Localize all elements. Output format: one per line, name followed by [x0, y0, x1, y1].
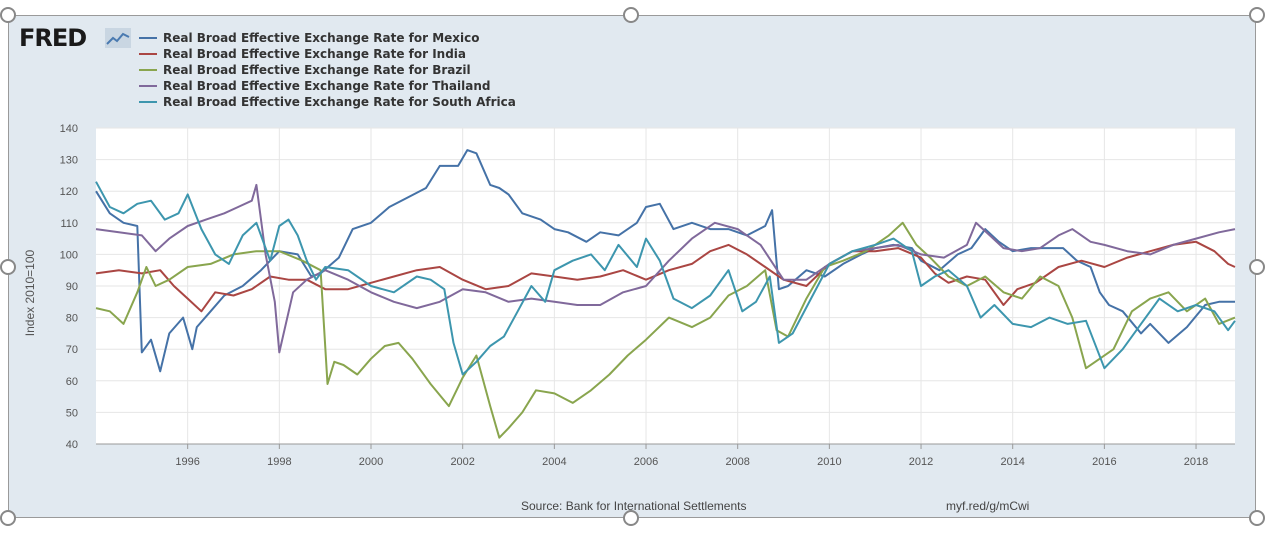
y-tick-label: 110 — [60, 218, 78, 230]
series-line-2 — [95, 221, 1236, 439]
legend-item: Real Broad Effective Exchange Rate for S… — [139, 94, 516, 110]
x-tick-label: 2000 — [359, 456, 383, 468]
legend-label: Real Broad Effective Exchange Rate for T… — [163, 79, 491, 93]
x-tick-label: 1996 — [175, 456, 199, 468]
legend: Real Broad Effective Exchange Rate for M… — [139, 30, 516, 110]
resize-handle-top-right[interactable] — [1249, 7, 1265, 23]
legend-swatch — [139, 101, 157, 103]
x-tick-label: 2004 — [542, 456, 566, 468]
source-note: Source: Bank for International Settlemen… — [521, 499, 747, 513]
resize-handle-top-left[interactable] — [0, 7, 16, 23]
y-tick-label: 90 — [66, 281, 78, 293]
x-tick-label: 2010 — [817, 456, 841, 468]
fred-logo: FRED — [19, 24, 87, 52]
chart-panel: FRED Real Broad Effective Exchange Rate … — [8, 15, 1256, 518]
x-tick-label: 2018 — [1184, 456, 1208, 468]
y-tick-label: 50 — [66, 407, 78, 419]
resize-handle-top[interactable] — [623, 7, 639, 23]
legend-label: Real Broad Effective Exchange Rate for S… — [163, 95, 516, 109]
legend-swatch — [139, 37, 157, 39]
y-tick-label: 120 — [60, 186, 78, 198]
y-tick-label: 40 — [66, 439, 78, 451]
x-tick-label: 2014 — [1000, 456, 1024, 468]
y-tick-label: 70 — [66, 344, 78, 356]
legend-label: Real Broad Effective Exchange Rate for M… — [163, 31, 480, 45]
series-line-4 — [95, 181, 1236, 376]
x-tick-label: 2008 — [725, 456, 749, 468]
legend-label: Real Broad Effective Exchange Rate for I… — [163, 47, 466, 61]
legend-item: Real Broad Effective Exchange Rate for I… — [139, 46, 516, 62]
series-line-1 — [95, 240, 1236, 313]
x-tick-label: 2006 — [634, 456, 658, 468]
short-url[interactable]: myf.red/g/mCwi — [946, 499, 1030, 513]
y-tick-label: 60 — [66, 376, 78, 388]
resize-handle-bottom[interactable] — [623, 510, 639, 526]
series-line-3 — [95, 183, 1236, 354]
x-tick-label: 2012 — [909, 456, 933, 468]
legend-swatch — [139, 85, 157, 87]
legend-item: Real Broad Effective Exchange Rate for B… — [139, 62, 516, 78]
resize-handle-bottom-left[interactable] — [0, 510, 16, 526]
resize-handle-left[interactable] — [0, 259, 16, 275]
x-tick-label: 2002 — [450, 456, 474, 468]
line-chart: 40 50 60 70 80 90 100 110 120 130 140 1996 1998 2000 2… — [60, 123, 1236, 468]
y-tick-label: 100 — [60, 249, 78, 261]
legend-swatch — [139, 69, 157, 71]
y-tick-label: 130 — [60, 155, 78, 167]
legend-label: Real Broad Effective Exchange Rate for B… — [163, 63, 471, 77]
series-line-0 — [95, 149, 1235, 373]
resize-handle-bottom-right[interactable] — [1249, 510, 1265, 526]
legend-item: Real Broad Effective Exchange Rate for T… — [139, 78, 516, 94]
x-tick-label: 2016 — [1092, 456, 1116, 468]
y-tick-label: 80 — [66, 313, 78, 325]
legend-swatch — [139, 53, 157, 55]
resize-handle-right[interactable] — [1249, 259, 1265, 275]
y-tick-label: 140 — [60, 123, 78, 135]
legend-item: Real Broad Effective Exchange Rate for M… — [139, 30, 516, 46]
logo-chart-icon — [105, 28, 131, 48]
x-tick-label: 1998 — [267, 456, 291, 468]
